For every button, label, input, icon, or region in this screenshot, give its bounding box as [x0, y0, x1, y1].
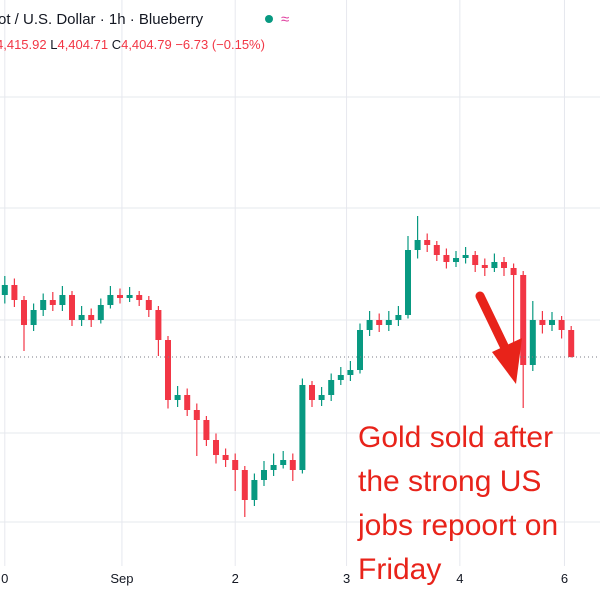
candle-body: [69, 295, 75, 320]
candle-body: [280, 460, 287, 465]
arrow-head: [492, 338, 522, 384]
candle-body: [117, 295, 123, 298]
candle-body: [165, 340, 171, 400]
candle-body: [232, 460, 239, 470]
candle-body: [49, 300, 56, 305]
candle-body: [213, 440, 219, 455]
candle-body: [136, 295, 143, 300]
annotation-line: Gold sold after: [358, 421, 553, 454]
change-value: −6.73 (−0.15%): [175, 37, 265, 52]
close-value: 4,404.79: [121, 37, 172, 52]
close-label: C: [112, 37, 121, 52]
candle-body: [21, 300, 27, 325]
candle-body: [299, 385, 306, 470]
candle-body: [318, 395, 325, 400]
annotation-line: jobs repoort on: [357, 509, 558, 542]
candle-body: [11, 285, 18, 300]
arrow: [475, 291, 522, 384]
candle-body: [30, 310, 37, 325]
candle-body: [366, 320, 373, 330]
candle-body: [347, 370, 354, 375]
candle-body: [174, 395, 181, 400]
candle-body: [443, 255, 450, 262]
candle-body: [97, 305, 104, 320]
candle-body: [40, 300, 47, 310]
candle-body: [472, 255, 479, 265]
candle-body: [270, 465, 277, 470]
candle-body: [193, 410, 200, 420]
x-tick-label: 3: [343, 571, 350, 586]
candle-body: [107, 295, 114, 305]
candle-body: [491, 262, 498, 268]
candle-body: [251, 480, 258, 500]
candle-body: [184, 395, 191, 410]
low-value: 4,404.71: [57, 37, 108, 52]
arrow-shaft: [475, 291, 511, 355]
candle-body: [529, 320, 536, 365]
candle-body: [126, 295, 133, 298]
candle-body: [539, 320, 546, 325]
candle-body: [145, 300, 152, 310]
candle-body: [453, 258, 459, 262]
status-dot: [265, 15, 273, 23]
candle-body: [337, 375, 344, 380]
annotation-line: the strong US: [358, 465, 541, 498]
candle-body: [424, 240, 431, 245]
candle-body: [78, 315, 85, 320]
chart-title: ot / U.S. Dollar · 1h · Blueberry: [0, 11, 204, 28]
candle-body: [328, 380, 335, 395]
low-label: L: [50, 37, 57, 52]
candle-body: [549, 320, 555, 325]
candle-body: [405, 250, 411, 315]
candle-body: [222, 455, 229, 460]
x-tick-label: 0: [1, 571, 8, 586]
annotation-line: Friday: [358, 553, 441, 586]
candle-body: [309, 385, 315, 400]
x-tick-label: 2: [232, 571, 239, 586]
high-value: 4,415.92: [0, 37, 47, 52]
candle-body: [501, 262, 507, 268]
x-tick-label: 6: [561, 571, 568, 586]
candle-body: [385, 320, 392, 325]
annotation: Gold sold after the strong US jobs repoort…: [357, 421, 558, 586]
indicator-icon: ≈: [281, 11, 289, 28]
candle-body: [357, 330, 363, 370]
candle-body: [289, 460, 296, 470]
candle-body: [59, 295, 66, 305]
candle-body: [88, 315, 95, 320]
candle-body: [433, 245, 440, 255]
candle-body: [520, 275, 527, 365]
candle-body: [155, 310, 162, 340]
candle-body: [462, 255, 469, 258]
candle-body: [203, 420, 210, 440]
candle-body: [376, 320, 383, 325]
candle-body: [568, 330, 575, 358]
candle-body: [481, 265, 488, 268]
x-tick-label: Sep: [110, 571, 133, 586]
candle-body: [1, 285, 8, 295]
x-tick-label: 4: [456, 571, 463, 586]
candle-body: [395, 315, 402, 320]
candle-body: [241, 470, 248, 500]
candle-body: [261, 470, 267, 480]
candle-body: [558, 320, 565, 330]
ohlc-header: 4,415.92 L4,404.71 C4,404.79 −6.73 (−0.1…: [0, 37, 265, 52]
candle-body: [510, 268, 517, 275]
candle-body: [414, 240, 421, 250]
